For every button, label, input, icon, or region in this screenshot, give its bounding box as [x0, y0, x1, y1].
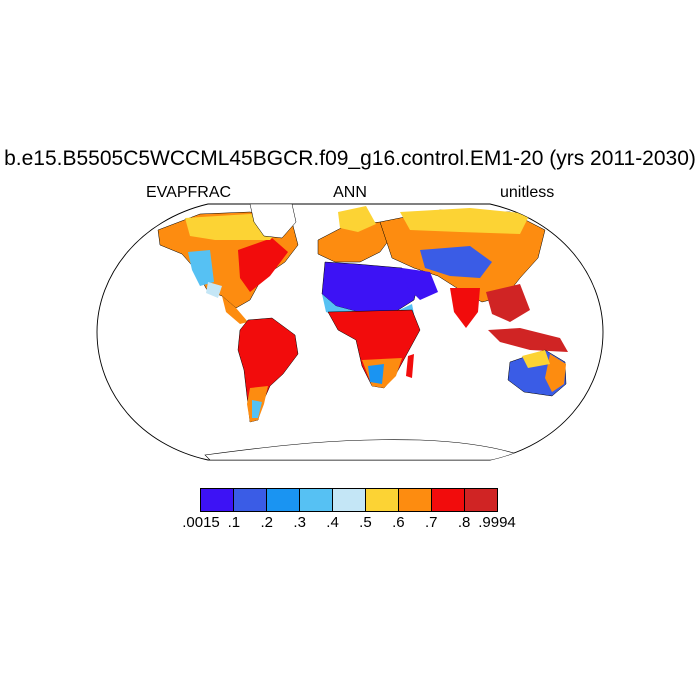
india [450, 288, 480, 328]
colorbar-swatch [366, 489, 399, 511]
north-america-west-dry [188, 250, 214, 286]
colorbar-swatch [300, 489, 333, 511]
colorbar-swatch [333, 489, 366, 511]
colorbar-swatch [234, 489, 267, 511]
kalahari [368, 364, 384, 384]
colorbar-labels: .0015 .1 .2 .3 .4 .5 .6 .7 .8 .9994 [0, 514, 700, 534]
plot-title: b.e15.B5505C5WCCML45BGCR.f09_g16.control… [4, 147, 696, 170]
siberia [400, 208, 530, 234]
australia-north [522, 350, 550, 368]
colorbar-tick-label: .6 [392, 514, 405, 531]
scandinavia [338, 206, 376, 232]
colorbar-swatch [465, 489, 497, 511]
central-asia-dry [420, 246, 492, 278]
central-america [222, 296, 248, 324]
variable-name: EVAPFRAC [146, 184, 232, 201]
north-america-east [238, 238, 288, 292]
colorbar-tick-label: .8 [457, 514, 471, 531]
indonesia [488, 328, 568, 352]
colorbar-swatch [267, 489, 300, 511]
colorbar-swatch [399, 489, 432, 511]
season-label: ANN [333, 184, 367, 201]
antarctica [204, 439, 522, 460]
patagonia [252, 400, 262, 418]
colorbar-tick-label: .2 [260, 514, 274, 531]
colorbar-tick-label: .0015 [182, 514, 220, 531]
colorbar-swatch [201, 489, 234, 511]
southeast-asia [486, 284, 530, 322]
colorbar-tick-label: .5 [359, 514, 372, 531]
units-label: unitless [500, 184, 555, 201]
madagascar [406, 354, 414, 378]
colorbar [200, 488, 498, 512]
middle-east-dry [402, 268, 438, 300]
colorbar-tick-label: .9994 [478, 514, 516, 531]
australia-east [545, 354, 566, 392]
colorbar-tick-label: .4 [326, 514, 339, 531]
colorbar-tick-label: .3 [293, 514, 306, 531]
colorbar-tick-label: .1 [227, 514, 241, 531]
colorbar-tick-label: .7 [424, 514, 438, 531]
mexico-dry [206, 282, 222, 298]
greenland [249, 204, 297, 239]
colorbar-swatch [432, 489, 465, 511]
